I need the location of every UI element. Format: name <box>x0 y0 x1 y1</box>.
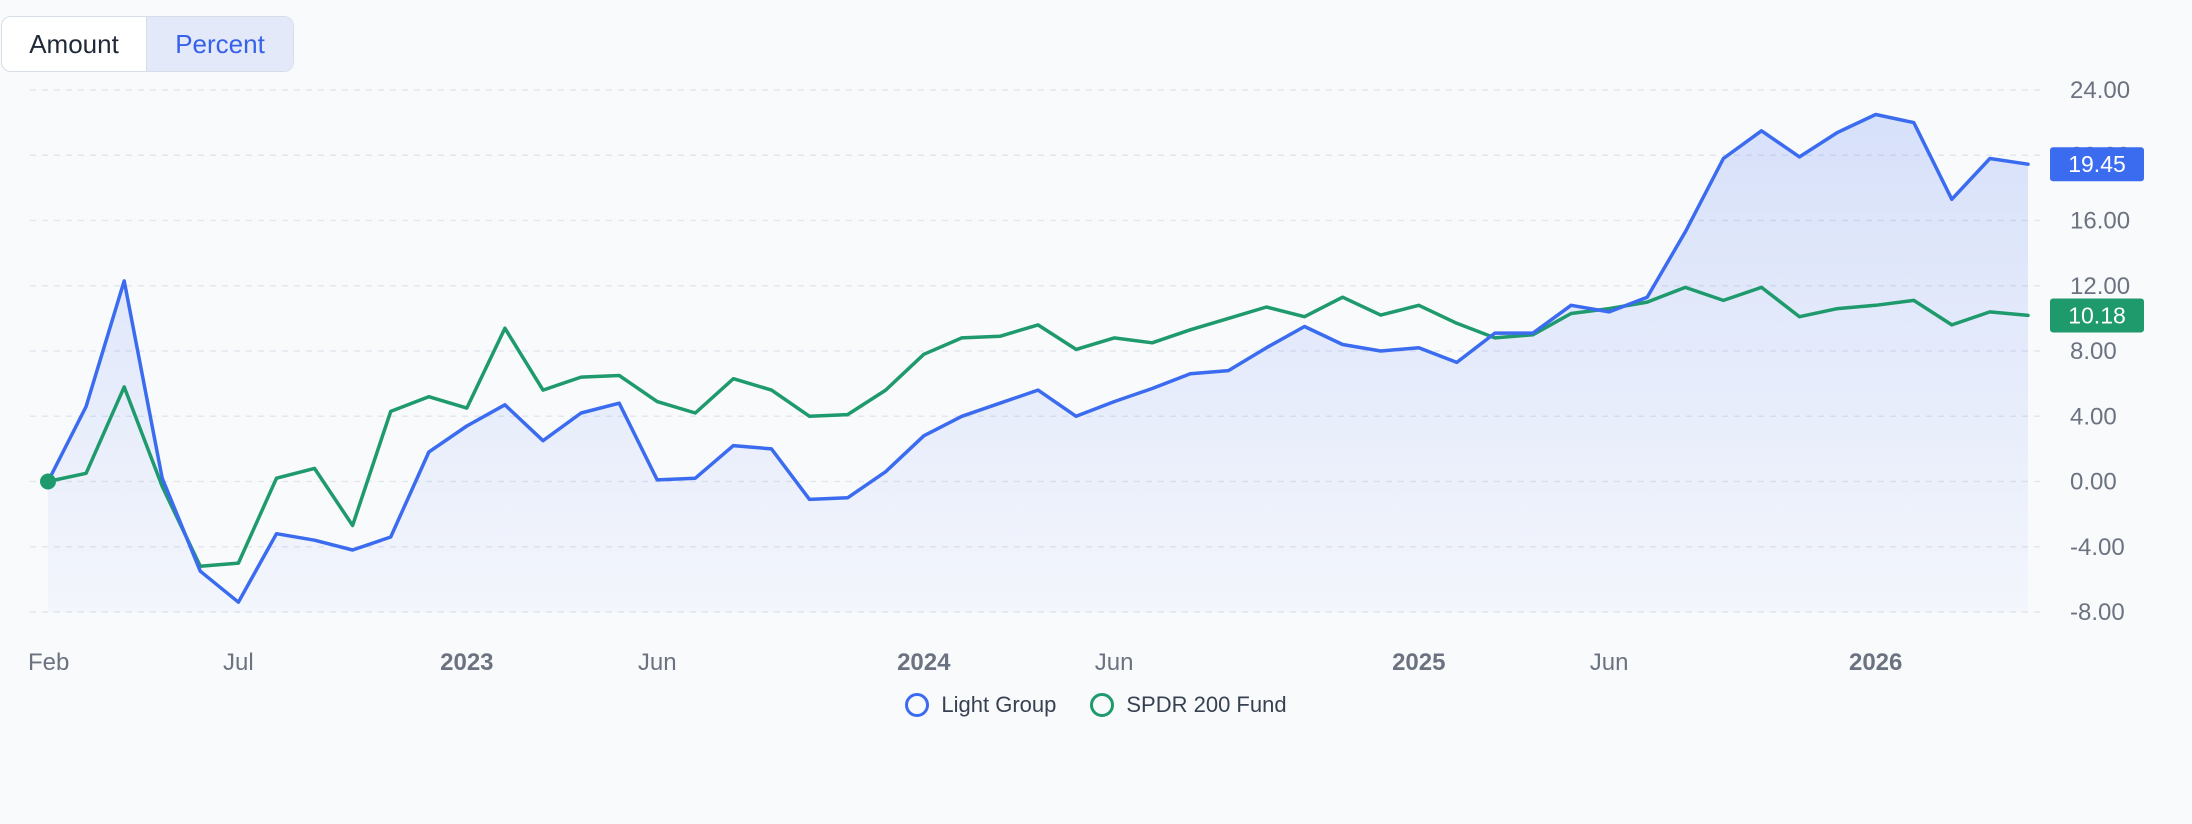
percent-toggle-button[interactable]: Percent <box>147 17 293 71</box>
x-tick-label: Jul <box>223 649 254 676</box>
light-group-area-fill <box>48 114 2028 612</box>
light-group-value-badge <box>2050 147 2144 182</box>
amount-toggle-button[interactable]: Amount <box>2 17 147 71</box>
chart-legend: Light Group SPDR 200 Fund <box>0 692 2192 718</box>
spdr-200-fund-value-badge <box>2050 298 2144 333</box>
amount-percent-toggle: Amount Percent <box>1 16 294 72</box>
x-tick-label: Jun <box>1095 649 1134 676</box>
series-start-point <box>40 473 56 490</box>
light-group-value-badge-text: 19.45 <box>2068 151 2126 177</box>
x-tick-label: Jun <box>1590 649 1629 676</box>
light-group-line <box>46 112 2030 604</box>
x-tick-label: 2024 <box>897 649 951 676</box>
legend-item-spdr-200-fund[interactable]: SPDR 200 Fund <box>1090 692 1287 718</box>
y-tick-label: 8.00 <box>2070 338 2117 365</box>
spdr-200-fund-line <box>46 285 2030 569</box>
legend-label-spdr-200-fund: SPDR 200 Fund <box>1126 692 1287 717</box>
y-tick-label: 16.00 <box>2070 208 2130 235</box>
x-tick-label: Jun <box>638 649 677 676</box>
x-tick-label: 2023 <box>440 649 493 676</box>
y-tick-label: 4.00 <box>2070 403 2117 430</box>
legend-marker-light-group <box>905 693 930 717</box>
y-tick-label: 0.00 <box>2070 469 2117 496</box>
y-tick-label: 24.00 <box>2070 77 2130 104</box>
y-tick-label: -8.00 <box>2070 599 2125 626</box>
legend-label-light-group: Light Group <box>941 692 1057 717</box>
y-tick-label: -4.00 <box>2070 534 2125 561</box>
y-tick-label: 12.00 <box>2070 273 2130 300</box>
x-tick-label: 2025 <box>1392 649 1445 676</box>
legend-item-light-group[interactable]: Light Group <box>905 692 1056 718</box>
legend-marker-spdr-200-fund <box>1090 693 1115 717</box>
spdr-200-fund-value-badge-text: 10.18 <box>2068 302 2126 328</box>
x-tick-label: Feb <box>28 649 69 676</box>
x-tick-label: 2026 <box>1849 649 1902 676</box>
